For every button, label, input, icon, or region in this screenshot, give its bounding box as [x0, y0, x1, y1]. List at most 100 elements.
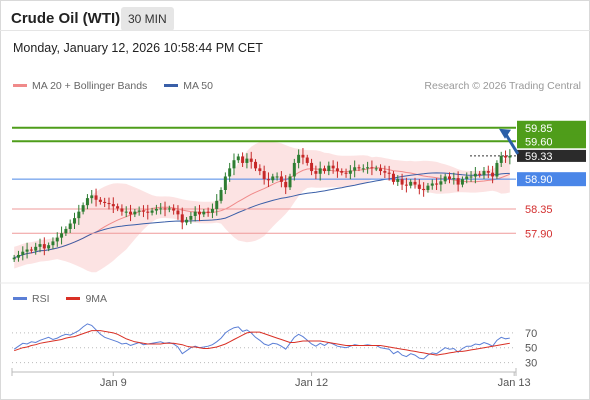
ma50-line: [14, 172, 510, 259]
candle: [68, 223, 72, 229]
candle: [103, 201, 107, 203]
candle: [16, 254, 20, 258]
candle: [25, 249, 29, 252]
candle: [236, 156, 240, 161]
candle: [379, 168, 383, 172]
rsi-tick-label: 30: [525, 358, 537, 370]
candle: [47, 245, 51, 249]
support-label: 58.35: [525, 204, 553, 216]
legend-rsi-label: RSI: [32, 293, 50, 305]
candle: [288, 176, 292, 188]
candle: [60, 233, 64, 238]
candle: [172, 208, 176, 211]
chart-header: Crude Oil (WTI) 30 MIN: [0, 6, 590, 32]
candle: [435, 183, 439, 185]
candle: [482, 171, 486, 175]
candle: [396, 179, 400, 182]
legend-ma50-swatch: [164, 83, 179, 87]
candle: [266, 179, 270, 181]
candle: [185, 219, 189, 223]
candle: [495, 162, 499, 177]
candle: [422, 188, 426, 190]
candle: [327, 165, 331, 172]
instrument-title: Crude Oil (WTI): [11, 10, 121, 27]
candle: [456, 178, 460, 185]
candle: [452, 178, 456, 180]
candle: [443, 176, 447, 182]
candle: [460, 179, 464, 185]
rsi-legend: RSI 9MA: [13, 293, 121, 305]
legend-rsi-ma-label: 9MA: [85, 293, 108, 305]
candle: [340, 171, 344, 173]
legend-ma50-label: MA 50: [183, 80, 213, 92]
candle: [387, 172, 391, 174]
interval-selector[interactable]: 30 MIN: [121, 7, 174, 31]
pivot-tag: [517, 172, 586, 187]
support-label: 57.90: [525, 228, 553, 240]
candle: [491, 172, 495, 177]
last-price-label: 59.33: [525, 151, 553, 163]
candle: [120, 208, 124, 212]
candle: [150, 210, 154, 213]
candle: [499, 155, 503, 163]
candle: [198, 211, 201, 215]
candle: [146, 211, 150, 213]
candle: [133, 211, 137, 215]
candle: [116, 206, 120, 209]
rsi-tick-label: 70: [525, 328, 537, 340]
rsi-ma-line: [14, 330, 510, 356]
candle: [254, 161, 258, 169]
candle: [29, 249, 33, 251]
bollinger-band: [14, 141, 510, 273]
candle: [98, 199, 102, 202]
candle: [310, 162, 314, 172]
forecast-arrow-shaft: [503, 131, 520, 155]
legend-rsi-ma-swatch: [66, 296, 81, 300]
candle: [292, 162, 296, 177]
candle: [413, 181, 417, 185]
candle: [262, 171, 266, 180]
candle: [81, 205, 85, 212]
candle: [335, 168, 339, 172]
candle: [473, 173, 477, 177]
candle: [305, 157, 309, 163]
candle: [163, 208, 167, 210]
legend-ma50: MA 50: [164, 80, 213, 92]
candle: [366, 167, 370, 169]
candle: [417, 184, 421, 189]
resistance-tag: [517, 120, 586, 135]
candle: [400, 179, 404, 185]
candle: [189, 215, 193, 220]
candle: [508, 155, 512, 158]
candle: [85, 198, 89, 206]
candle: [357, 167, 361, 169]
candle: [34, 246, 38, 251]
candle: [223, 176, 227, 190]
last-price-tag: [517, 149, 586, 162]
rsi-line: [13, 323, 510, 360]
header-divider: [0, 30, 590, 31]
candle: [323, 168, 326, 172]
pivot-label: 58.90: [525, 174, 553, 186]
candle: [141, 210, 145, 212]
candle: [284, 181, 288, 188]
candle: [206, 211, 210, 213]
candle: [64, 228, 68, 234]
candle: [465, 176, 469, 180]
candle: [124, 211, 128, 213]
candle: [361, 168, 365, 170]
candle: [249, 158, 253, 162]
candle: [426, 185, 430, 190]
candle: [38, 244, 42, 247]
candle: [478, 173, 482, 175]
legend-ma20-label: MA 20 + Bollinger Bands: [32, 80, 148, 92]
candle: [301, 154, 305, 158]
candle: [275, 176, 279, 178]
legend-rsi-swatch: [13, 296, 27, 300]
x-tick-label: Jan 13: [498, 377, 531, 389]
candle: [193, 211, 197, 216]
candle: [279, 176, 283, 182]
candle: [504, 155, 508, 158]
candle: [430, 183, 434, 186]
candle: [404, 184, 408, 186]
